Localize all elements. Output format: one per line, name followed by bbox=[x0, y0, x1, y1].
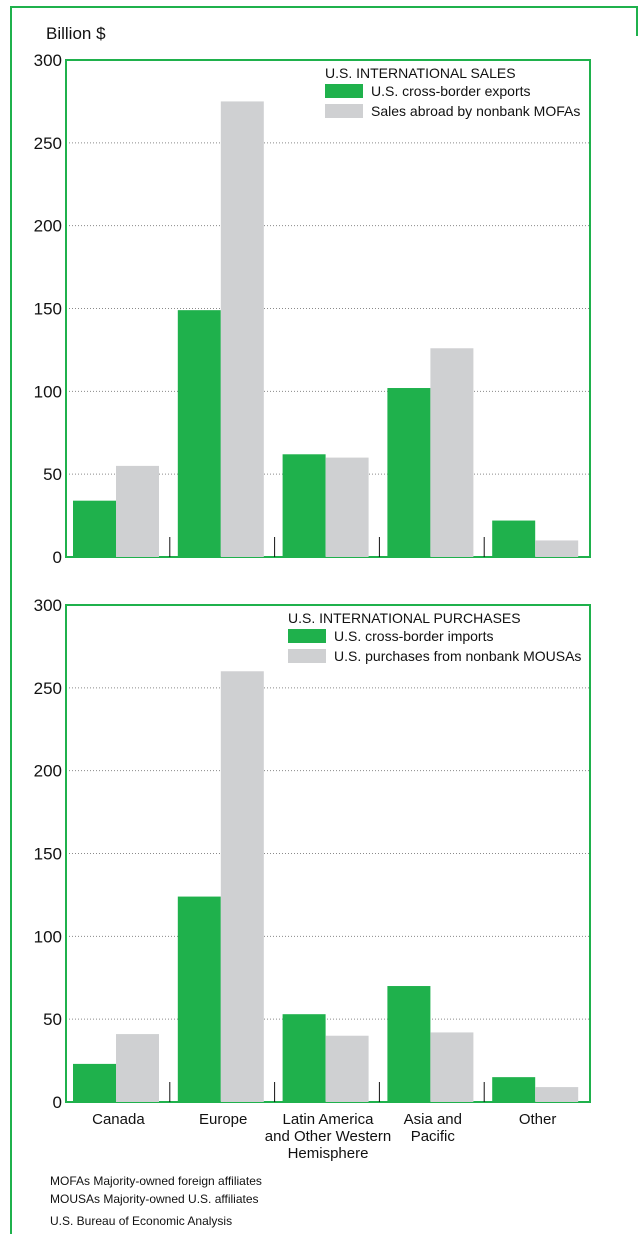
chart1-bar-primary bbox=[387, 388, 431, 557]
chart2-legend-swatch bbox=[288, 649, 326, 663]
chart2-bar-secondary bbox=[535, 1087, 579, 1102]
chart1-bar-secondary bbox=[430, 348, 474, 557]
chart1-bar-primary bbox=[492, 520, 536, 557]
footnote-mousas: MOUSAs Majority-owned U.S. affiliates bbox=[50, 1192, 259, 1206]
chart2-category-label: Canada bbox=[92, 1111, 145, 1128]
chart2-category-label: Asia and bbox=[404, 1111, 462, 1128]
chart2-category-label: Europe bbox=[199, 1111, 247, 1128]
chart1-ytick-label: 0 bbox=[53, 548, 62, 567]
chart2-legend-label: U.S. cross-border imports bbox=[334, 628, 493, 644]
chart1-ytick-label: 250 bbox=[34, 134, 62, 153]
chart2-category-label: and Other Western bbox=[265, 1128, 391, 1145]
chart1-legend-swatch bbox=[325, 104, 363, 118]
chart1-bar-secondary bbox=[325, 457, 369, 557]
chart1-bar-primary bbox=[73, 500, 116, 557]
chart2-bar-primary bbox=[387, 986, 431, 1102]
chart2-category-label: Other bbox=[519, 1111, 557, 1128]
chart1-legend-label: U.S. cross-border exports bbox=[371, 83, 531, 99]
chart1-ytick-label: 300 bbox=[34, 51, 62, 70]
chart2-bar-secondary bbox=[220, 671, 264, 1102]
chart2-ytick-label: 150 bbox=[34, 845, 62, 864]
chart1-ytick-label: 150 bbox=[34, 300, 62, 319]
chart2-bar-secondary bbox=[430, 1032, 474, 1102]
source-note: U.S. Bureau of Economic Analysis bbox=[50, 1214, 233, 1228]
chart1-bar-primary bbox=[282, 454, 326, 557]
chart2-legend-swatch bbox=[288, 629, 326, 643]
chart2-category-label: Pacific bbox=[411, 1128, 456, 1145]
chart1-legend-title: U.S. INTERNATIONAL SALES bbox=[325, 65, 516, 81]
chart1-legend-label: Sales abroad by nonbank MOFAs bbox=[371, 103, 580, 119]
chart2-bar-primary bbox=[73, 1063, 116, 1102]
chart1-ytick-label: 100 bbox=[34, 382, 62, 401]
chart2-ytick-label: 200 bbox=[34, 762, 62, 781]
sales-chart: 0 50 100 150 200 250 300 U.S. INTERNATIONAL SAL… bbox=[34, 51, 591, 567]
frame-top-border bbox=[10, 6, 638, 8]
footnote-mofas: MOFAs Majority-owned foreign affiliates bbox=[50, 1174, 262, 1188]
chart2-bar-primary bbox=[282, 1014, 326, 1102]
chart1-ytick-label: 50 bbox=[43, 465, 62, 484]
chart2-ytick-label: 0 bbox=[53, 1093, 62, 1112]
unit-label: Billion $ bbox=[46, 24, 106, 43]
chart2-bar-secondary bbox=[116, 1034, 159, 1102]
chart2-category-label: Latin America bbox=[283, 1111, 375, 1128]
chart2-bar-primary bbox=[492, 1077, 536, 1102]
chart2-bar-secondary bbox=[325, 1035, 369, 1102]
chart1-legend-swatch bbox=[325, 84, 363, 98]
chart2-ytick-label: 100 bbox=[34, 927, 62, 946]
chart1-bar-secondary bbox=[535, 540, 579, 557]
chart1-bar-primary bbox=[177, 310, 221, 557]
frame-left-border bbox=[10, 6, 12, 1234]
chart2-category-label: Hemisphere bbox=[288, 1145, 369, 1162]
chart2-legend-title: U.S. INTERNATIONAL PURCHASES bbox=[288, 610, 521, 626]
frame-right-border bbox=[636, 6, 638, 36]
chart2-ytick-label: 250 bbox=[34, 679, 62, 698]
chart1-bar-secondary bbox=[116, 465, 159, 557]
chart2-ytick-label: 50 bbox=[43, 1010, 62, 1029]
chart1-ytick-label: 200 bbox=[34, 217, 62, 236]
footnotes: MOFAs Majority-owned foreign affiliates … bbox=[50, 1172, 262, 1208]
chart2-bar-primary bbox=[177, 896, 221, 1102]
chart2-ytick-label: 300 bbox=[34, 596, 62, 615]
chart2-legend-label: U.S. purchases from nonbank MOUSAs bbox=[334, 648, 581, 664]
chart1-bar-secondary bbox=[220, 101, 264, 557]
purchases-chart: 0 50 100 150 200 250 300 U.S. INTERNATIONAL PUR… bbox=[34, 596, 591, 1162]
